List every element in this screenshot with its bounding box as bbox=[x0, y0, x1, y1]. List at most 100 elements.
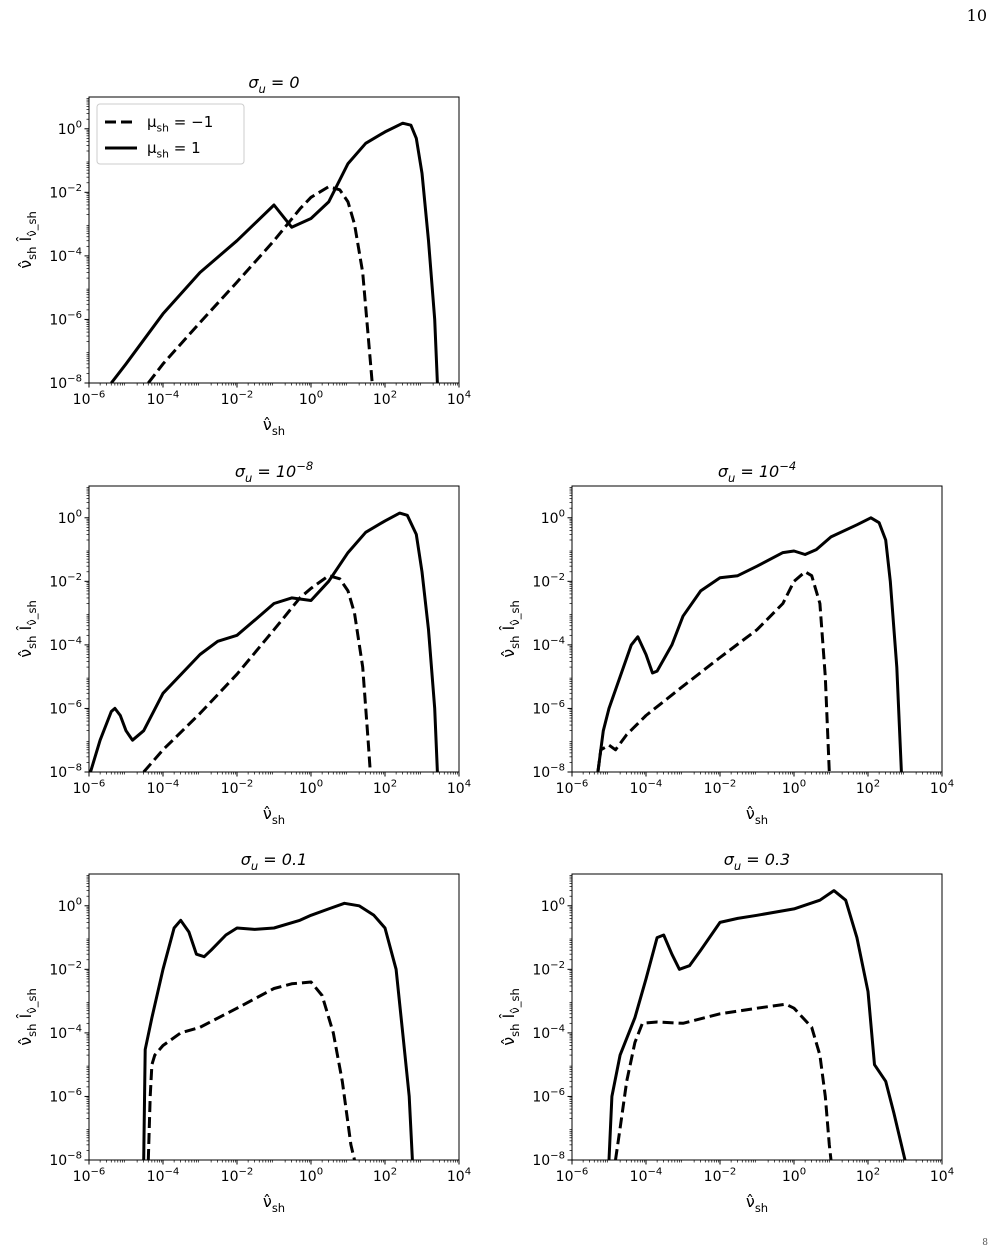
y-axis-label: ν̂sh​ Îν̂_sh​ bbox=[16, 988, 39, 1046]
x-axis-label: ν̂sh​ bbox=[746, 1192, 768, 1215]
y-tick-label: 10−2​ bbox=[532, 960, 565, 978]
x-tick-label: 10−2​ bbox=[221, 779, 254, 797]
y-tick-label: 100​ bbox=[58, 508, 82, 526]
y-tick-label: 10−2​ bbox=[532, 572, 565, 590]
series-line-dashed bbox=[614, 1002, 833, 1160]
legend-label: μsh​ = 1 bbox=[147, 139, 201, 161]
series-line-solid bbox=[607, 889, 907, 1160]
y-tick-label: 10−6​ bbox=[49, 310, 82, 328]
chart-title: σu​ = 0.3 bbox=[724, 850, 790, 873]
chart-panel-5: 10−6​10−4​10−2​100​102​104​10−8​10−6​10−… bbox=[499, 850, 954, 1215]
x-tick-label: 10−4​ bbox=[630, 1167, 663, 1185]
axes-frame bbox=[88, 873, 460, 1161]
y-tick-label: 10−6​ bbox=[532, 699, 565, 717]
page-number: 10 bbox=[966, 6, 987, 25]
x-tick-label: 10−2​ bbox=[704, 779, 737, 797]
chart-title: σu​ = 0.1 bbox=[241, 850, 307, 873]
y-tick-label: 10−8​ bbox=[532, 763, 565, 781]
x-axis-label: ν̂sh​ bbox=[263, 1192, 285, 1215]
x-tick-label: 10−6​ bbox=[556, 779, 589, 797]
y-axis-label: ν̂sh​ Îν̂_sh​ bbox=[499, 600, 522, 658]
x-tick-label: 102​ bbox=[373, 390, 397, 408]
y-tick-label: 10−2​ bbox=[49, 183, 82, 201]
chart-panel-4: 10−6​10−4​10−2​100​102​104​10−8​10−6​10−… bbox=[16, 850, 471, 1215]
x-tick-label: 10−2​ bbox=[221, 1167, 254, 1185]
y-tick-label: 10−8​ bbox=[532, 1151, 565, 1169]
x-tick-label: 100​ bbox=[782, 779, 806, 797]
chart-panel-2: 10−6​10−4​10−2​100​102​104​10−8​10−6​10−… bbox=[16, 459, 471, 827]
axes-frame bbox=[88, 96, 460, 384]
series-group bbox=[596, 516, 903, 772]
x-axis-label: ν̂sh​ bbox=[263, 415, 285, 438]
x-tick-label: 10−4​ bbox=[147, 1167, 180, 1185]
x-tick-label: 102​ bbox=[856, 779, 880, 797]
x-tick-label: 102​ bbox=[373, 1167, 397, 1185]
series-line-solid bbox=[110, 121, 439, 383]
x-tick-label: 100​ bbox=[782, 1167, 806, 1185]
x-tick-label: 102​ bbox=[373, 779, 397, 797]
y-tick-label: 10−6​ bbox=[49, 1087, 82, 1105]
series-line-solid bbox=[142, 901, 414, 1160]
chart-title: σu​ = 0 bbox=[248, 73, 299, 96]
axes-frame bbox=[88, 485, 460, 773]
y-tick-label: 100​ bbox=[541, 896, 565, 914]
y-tick-label: 10−6​ bbox=[49, 699, 82, 717]
y-tick-label: 10−2​ bbox=[49, 960, 82, 978]
x-tick-label: 104​ bbox=[930, 1167, 954, 1185]
x-tick-label: 10−6​ bbox=[73, 779, 106, 797]
y-tick-label: 100​ bbox=[58, 896, 82, 914]
y-tick-label: 10−4​ bbox=[532, 1024, 565, 1042]
x-tick-label: 10−4​ bbox=[147, 779, 180, 797]
x-tick-label: 10−4​ bbox=[147, 390, 180, 408]
chart-panel-1: 10−6​10−4​10−2​100​102​104​10−8​10−6​10−… bbox=[16, 73, 471, 438]
y-tick-label: 10−4​ bbox=[49, 247, 82, 265]
x-tick-label: 10−6​ bbox=[556, 1167, 589, 1185]
x-tick-label: 100​ bbox=[299, 1167, 323, 1185]
corner-mark: 8 bbox=[982, 1238, 988, 1248]
x-tick-label: 10−4​ bbox=[630, 779, 663, 797]
series-line-dashed bbox=[147, 185, 374, 383]
legend-label: μsh​ = −1 bbox=[147, 113, 213, 135]
series-line-solid bbox=[89, 511, 439, 772]
chart-title: σu​ = 10−8​ bbox=[235, 459, 313, 485]
legend: μsh​ = −1 μsh​ = 1 bbox=[96, 103, 245, 165]
series-group bbox=[110, 121, 439, 383]
axes-frame bbox=[571, 485, 943, 773]
series-line-dashed bbox=[596, 570, 831, 772]
x-tick-label: 104​ bbox=[447, 779, 471, 797]
series-line-dashed bbox=[142, 574, 372, 772]
x-axis-label: ν̂sh​ bbox=[746, 804, 768, 827]
x-tick-label: 10−6​ bbox=[73, 1167, 106, 1185]
y-axis-label: ν̂sh​ Îν̂_sh​ bbox=[16, 600, 39, 658]
x-tick-label: 104​ bbox=[930, 779, 954, 797]
series-line-solid bbox=[596, 516, 903, 772]
y-tick-label: 10−8​ bbox=[49, 763, 82, 781]
series-group bbox=[89, 511, 439, 772]
y-axis-label: ν̂sh​ Îν̂_sh​ bbox=[16, 211, 39, 269]
x-tick-label: 104​ bbox=[447, 390, 471, 408]
x-tick-label: 10−6​ bbox=[73, 390, 106, 408]
y-tick-label: 100​ bbox=[58, 119, 82, 137]
axes-frame bbox=[571, 873, 943, 1161]
series-group bbox=[607, 889, 907, 1160]
x-axis-label: ν̂sh​ bbox=[263, 804, 285, 827]
x-tick-label: 100​ bbox=[299, 390, 323, 408]
y-tick-label: 10−4​ bbox=[49, 636, 82, 654]
y-tick-label: 10−8​ bbox=[49, 374, 82, 392]
y-tick-label: 10−4​ bbox=[532, 636, 565, 654]
x-tick-label: 102​ bbox=[856, 1167, 880, 1185]
chart-panel-3: 10−6​10−4​10−2​100​102​104​10−8​10−6​10−… bbox=[499, 459, 954, 827]
y-tick-label: 10−4​ bbox=[49, 1024, 82, 1042]
x-tick-label: 10−2​ bbox=[704, 1167, 737, 1185]
x-tick-label: 104​ bbox=[447, 1167, 471, 1185]
x-tick-label: 10−2​ bbox=[221, 390, 254, 408]
chart-title: σu​ = 10−4​ bbox=[718, 459, 796, 485]
y-tick-label: 100​ bbox=[541, 508, 565, 526]
y-tick-label: 10−8​ bbox=[49, 1151, 82, 1169]
series-line-dashed bbox=[146, 980, 356, 1160]
y-tick-label: 10−6​ bbox=[532, 1087, 565, 1105]
y-axis-label: ν̂sh​ Îν̂_sh​ bbox=[499, 988, 522, 1046]
series-group bbox=[142, 901, 414, 1160]
x-tick-label: 100​ bbox=[299, 779, 323, 797]
